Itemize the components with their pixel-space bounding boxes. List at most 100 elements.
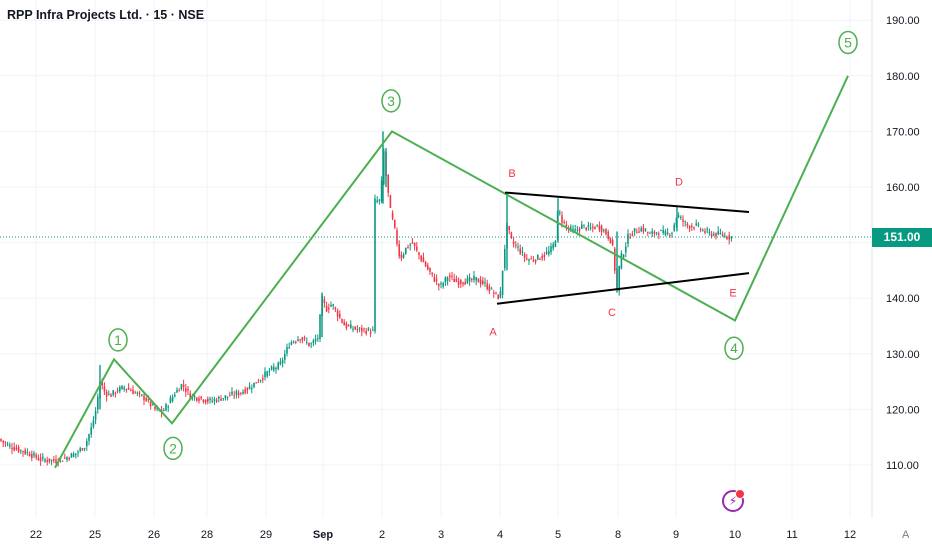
candle-body <box>387 174 389 193</box>
candle-body <box>31 454 33 458</box>
candle-body <box>207 398 209 402</box>
candle-body <box>704 231 706 233</box>
candle-body <box>545 251 548 254</box>
candle-body <box>64 457 66 459</box>
candle-body <box>149 401 152 406</box>
candle-body <box>396 230 398 245</box>
candle-body <box>620 253 623 269</box>
candle-body <box>127 387 130 390</box>
candle-body <box>240 392 242 394</box>
candle-body <box>163 410 165 412</box>
candle-body <box>169 397 172 404</box>
candle-body <box>706 229 708 231</box>
candle-body <box>693 227 695 229</box>
candle-body <box>268 370 271 372</box>
candle-body <box>501 270 504 295</box>
candle-body <box>24 450 26 454</box>
candle-body <box>354 326 356 330</box>
candle-body <box>53 459 55 461</box>
candle-body <box>314 339 317 342</box>
candle-body <box>2 440 4 443</box>
y-tick-label: 190.00 <box>886 15 920 27</box>
candle-body <box>72 453 75 457</box>
candle-body <box>666 232 669 235</box>
candle-body <box>114 392 117 394</box>
candle-body <box>468 277 471 282</box>
candle-body <box>638 231 640 233</box>
candle-body <box>405 247 407 254</box>
time-axis[interactable]: 22 25 26 28 29 Sep 2 3 4 5 8 9 10 11 12 <box>30 529 856 541</box>
candle-body <box>26 452 29 454</box>
candle-body <box>174 394 176 397</box>
triangle-label-D: D <box>675 176 683 188</box>
candle-body <box>587 224 590 227</box>
candle-body <box>48 458 51 462</box>
bolt-icon[interactable]: ⚡ <box>722 489 745 512</box>
candle-body <box>46 460 48 462</box>
candle-body <box>17 447 20 452</box>
candle-body <box>464 282 466 285</box>
candle-body <box>435 279 438 281</box>
candle-body <box>374 198 376 332</box>
candle-body <box>90 427 92 435</box>
candle-body <box>684 221 686 223</box>
candle-body <box>44 459 46 462</box>
candle-body <box>413 242 416 247</box>
candle-body <box>204 399 207 403</box>
candle-body <box>559 212 561 214</box>
candle-body <box>110 394 112 397</box>
y-tick-label: 160.00 <box>886 182 920 194</box>
candle-body <box>308 342 310 347</box>
candle-body <box>622 254 625 258</box>
candle-body <box>119 387 121 392</box>
candle-body <box>724 235 726 237</box>
candle-body <box>341 318 343 323</box>
x-tick-label: 25 <box>89 529 101 541</box>
candle-body <box>433 277 436 282</box>
candle-body <box>497 294 499 300</box>
candle-body <box>554 240 557 247</box>
candle-body <box>695 223 697 226</box>
candle-body <box>462 282 464 285</box>
candle-body <box>143 395 145 401</box>
candle-body <box>521 251 524 253</box>
candle-body <box>343 321 345 326</box>
candle-body <box>574 229 576 231</box>
candle-body <box>171 396 174 402</box>
candle-body <box>691 225 693 227</box>
candle-body <box>510 232 513 238</box>
candle-body <box>310 343 312 345</box>
candle-body <box>83 447 86 449</box>
candle-body <box>499 291 502 298</box>
candle-body <box>28 453 31 457</box>
candle-body <box>323 299 326 303</box>
price-axis[interactable]: 110.00120.00130.00140.00150.00160.00170.… <box>871 0 920 518</box>
candle-body <box>138 392 141 394</box>
candle-body <box>475 277 477 281</box>
wave-label-circle <box>108 328 128 352</box>
x-tick-label: 29 <box>260 529 272 541</box>
candle-body <box>0 438 2 441</box>
candle-body <box>664 231 667 235</box>
candle-body <box>589 227 592 229</box>
candle-body <box>167 406 169 408</box>
candle-body <box>286 347 288 354</box>
candle-body <box>20 450 22 452</box>
triangle-label-E: E <box>729 288 736 300</box>
triangle-label-C: C <box>608 307 616 319</box>
candle-body <box>442 282 444 287</box>
x-tick-label: 3 <box>438 529 444 541</box>
auto-scale-button[interactable]: A <box>902 529 910 541</box>
triangle-lower-trendline <box>496 272 750 305</box>
candle-body <box>270 366 273 370</box>
candle-body <box>708 231 711 234</box>
x-tick-label: 22 <box>30 529 42 541</box>
candle-body <box>295 341 297 343</box>
last-price-badge: 151.00 <box>872 228 932 247</box>
drawings[interactable]: 1 2 3 4 5 A B C D E <box>54 30 858 469</box>
candle-body <box>339 314 341 318</box>
symbol-title[interactable]: RPP Infra Projects Ltd. · 15 · NSE <box>7 8 205 22</box>
triangle-upper-trendline <box>504 191 750 214</box>
